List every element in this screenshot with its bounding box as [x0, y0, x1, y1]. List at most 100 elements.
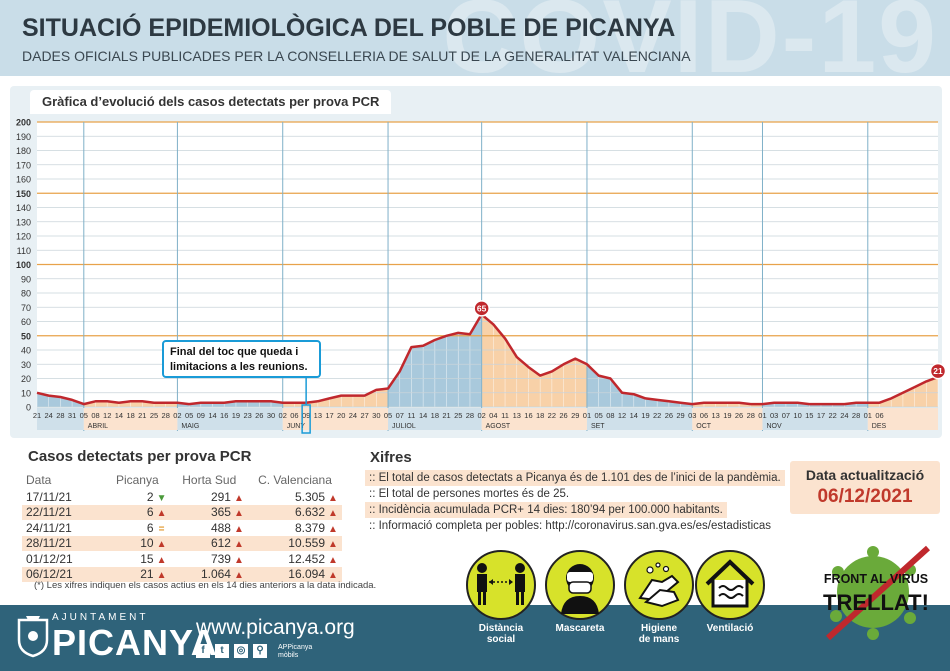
x-tick-label: 12 — [618, 411, 626, 420]
x-tick-label: 05 — [384, 411, 392, 420]
x-tick-label: 27 — [360, 411, 368, 420]
website-link[interactable]: www.picanya.org — [196, 616, 355, 639]
cases-footnote: (*) Les xifres indiquen els casos actius… — [34, 580, 377, 591]
x-tick-label: 03 — [688, 411, 696, 420]
x-tick-label: 17 — [817, 411, 825, 420]
x-tick-label: 01 — [758, 411, 766, 420]
x-tick-label: 22 — [548, 411, 556, 420]
cases-body: 17/11/21 2 ▼ 291 ▲ 5.305 ▲ 22/11/21 6 ▲ 365 ▲ 6.632 ▲… — [22, 489, 342, 582]
x-tick-label: 19 — [641, 411, 649, 420]
cell-value: 1.064 — [200, 567, 231, 582]
month-band — [37, 408, 84, 430]
x-tick-label: 18 — [431, 411, 439, 420]
trend-up-icon: ▲ — [328, 554, 338, 566]
header-horta-sud: Horta Sud — [182, 473, 237, 487]
trend-equal-icon: = — [158, 523, 165, 535]
cell-value: 488 — [210, 520, 231, 535]
instagram-icon[interactable]: ◎ — [234, 644, 248, 658]
cell-value: 28/11/21 — [26, 536, 72, 551]
trend-up-icon: ▲ — [156, 554, 167, 566]
front-al-virus-badge: FRONT AL VIRUS TRELLAT! — [823, 545, 931, 641]
x-tick-label: 28 — [56, 411, 64, 420]
x-tick-label: 14 — [208, 411, 216, 420]
y-tick-label: 80 — [21, 289, 31, 299]
prohibition-line — [825, 545, 931, 641]
cell-value: 2 — [146, 489, 154, 504]
picanya-shield-icon — [17, 616, 49, 658]
xifres-line: :: El total de persones mortes és de 25. — [369, 488, 570, 500]
annotation-box — [162, 340, 321, 378]
x-tick-label: 14 — [115, 411, 123, 420]
x-tick-label: 30 — [372, 411, 380, 420]
cell-value: 17/11/21 — [26, 489, 72, 504]
facebook-icon[interactable]: f — [196, 644, 210, 658]
x-tick-label: 19 — [723, 411, 731, 420]
badge-line-2: TRELLAT! — [823, 590, 929, 615]
month-band — [282, 408, 389, 430]
measure-label: Distància social — [478, 623, 524, 645]
social-links: f t ◎ ⚲ — [196, 644, 272, 658]
table-row: 17/11/21 2 ▼ 291 ▲ 5.305 ▲ — [22, 489, 342, 505]
header: COVID-19 SITUACIÓ EPIDEMIOLÒGICA DEL POB… — [0, 0, 950, 76]
mask-icon — [545, 550, 615, 620]
x-tick-label: 08 — [606, 411, 614, 420]
y-tick-label: 160 — [16, 175, 31, 185]
trend-up-icon: ▲ — [328, 508, 338, 520]
x-tick-label: 25 — [454, 411, 462, 420]
update-box: Data actualització 06/12/2021 — [790, 461, 940, 514]
x-tick-label: 13 — [314, 411, 322, 420]
cell-value: 10 — [140, 536, 154, 551]
x-tick-label: 28 — [852, 411, 860, 420]
x-tick-label: 21 — [138, 411, 146, 420]
x-tick-label: 24 — [45, 411, 53, 420]
month-label: NOV — [766, 423, 782, 430]
x-tick-label: 12 — [103, 411, 111, 420]
x-tick-label: 28 — [162, 411, 170, 420]
xifres-line: :: El total de casos detectats a Picanya… — [365, 470, 785, 486]
x-tick-label: 14 — [630, 411, 638, 420]
update-label: Data actualització — [805, 467, 925, 483]
x-tick-label: 19 — [232, 411, 240, 420]
cell-value: 365 — [210, 505, 231, 520]
table-row: 06/12/21 21 ▲ 1.064 ▲ 16.094 ▲ — [22, 566, 342, 582]
trend-up-icon: ▲ — [234, 539, 244, 551]
trend-up-icon: ▲ — [328, 492, 338, 504]
month-label: JUNY — [287, 423, 306, 430]
table-row: 01/12/21 15 ▲ 739 ▲ 12.452 ▲ — [22, 551, 342, 567]
measure-mask: Mascareta — [545, 550, 615, 634]
y-tick-label: 10 — [21, 388, 31, 398]
cell-value: 6.632 — [294, 505, 325, 520]
cell-value: 22/11/21 — [26, 505, 72, 520]
month-band — [586, 408, 693, 430]
cell-value: 739 — [210, 551, 231, 566]
x-tick-label: 07 — [396, 411, 404, 420]
x-tick-label: 09 — [302, 411, 310, 420]
y-tick-label: 150 — [16, 189, 31, 199]
app-label: APPicanya mòbils — [278, 644, 313, 659]
x-tick-label: 29 — [571, 411, 579, 420]
trend-up-icon: ▲ — [328, 570, 338, 582]
area-segment — [587, 364, 693, 407]
x-tick-label: 20 — [337, 411, 345, 420]
logo-picanya: PICANYA — [52, 622, 218, 663]
twitter-icon[interactable]: t — [215, 644, 229, 658]
x-tick-label: 22 — [653, 411, 661, 420]
app-icon[interactable]: ⚲ — [253, 644, 267, 658]
cases-header-row: Data Picanya Horta Sud C. Valenciana — [22, 471, 342, 489]
trend-up-icon: ▲ — [156, 570, 167, 582]
trend-up-icon: ▲ — [328, 523, 338, 535]
x-tick-label: 07 — [782, 411, 790, 420]
x-tick-label: 11 — [501, 411, 509, 420]
chart-title: Gràfica d’evolució dels casos detectats … — [30, 90, 392, 114]
x-tick-label: 06 — [875, 411, 883, 420]
month-label: AGOST — [486, 423, 511, 430]
xifres-title: Xifres — [370, 449, 412, 466]
update-date: 06/12/2021 — [817, 486, 913, 507]
x-tick-label: 01 — [583, 411, 591, 420]
cell-value: 24/11/21 — [26, 520, 72, 535]
x-tick-label: 18 — [536, 411, 544, 420]
area-segment — [481, 314, 587, 407]
x-tick-label: 13 — [513, 411, 521, 420]
y-tick-label: 140 — [16, 203, 31, 213]
x-tick-label: 11 — [408, 411, 416, 420]
